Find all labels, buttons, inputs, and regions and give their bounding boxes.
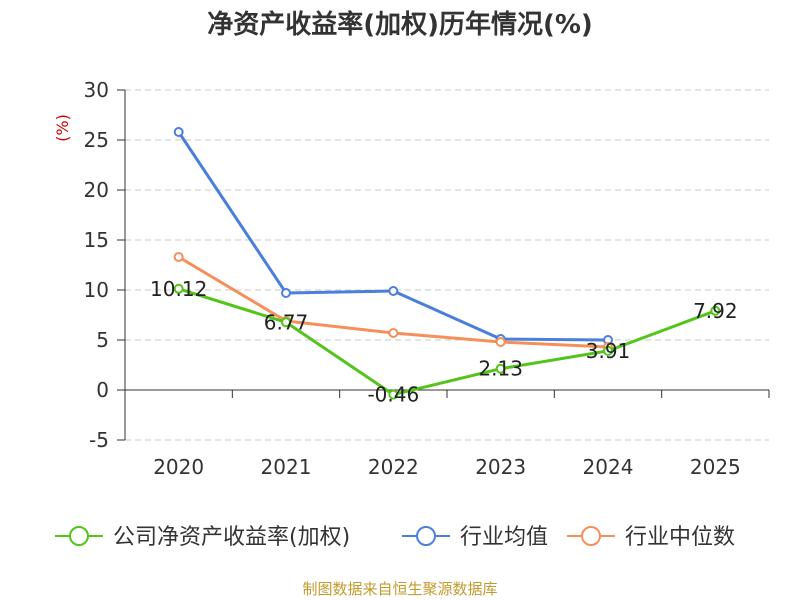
x-tick-label: 2022 xyxy=(368,455,419,479)
chart-title: 净资产收益率(加权)历年情况(%) xyxy=(207,10,593,40)
data-point xyxy=(281,317,291,328)
data-label: 6.77 xyxy=(264,310,309,334)
data-point xyxy=(388,328,399,338)
x-tick-label: 2021 xyxy=(261,455,312,479)
legend-marker xyxy=(69,526,89,546)
legend-marker xyxy=(581,526,601,546)
legend-label: 行业均值 xyxy=(460,525,548,550)
x-tick-label: 2025 xyxy=(690,455,741,479)
data-point xyxy=(173,127,184,137)
data-label: 2.13 xyxy=(478,357,523,381)
data-point xyxy=(603,345,613,356)
data-point xyxy=(281,288,291,298)
legend-label: 公司净资产收益率(加权) xyxy=(113,525,350,550)
data-point xyxy=(173,283,184,294)
y-tick-label: 10 xyxy=(84,278,109,302)
legend-marker xyxy=(416,526,436,546)
data-point xyxy=(495,363,506,374)
x-tick-label: 2020 xyxy=(153,455,204,479)
source-note: 制图数据来自恒生聚源数据库 xyxy=(302,580,498,598)
data-label: 7.92 xyxy=(693,299,738,323)
y-tick-label: 20 xyxy=(84,178,109,202)
data-point xyxy=(388,286,399,296)
y-tick-label: 0 xyxy=(96,378,109,402)
data-label: -0.46 xyxy=(367,383,419,407)
y-tick-label: 25 xyxy=(84,128,109,152)
x-tick-label: 2023 xyxy=(475,455,526,479)
data-point xyxy=(388,389,399,400)
y-tick-label: 15 xyxy=(84,228,109,252)
y-tick-label: -5 xyxy=(89,428,109,452)
data-point xyxy=(710,305,721,316)
legend-label: 行业中位数 xyxy=(625,525,735,550)
data-label: 3.91 xyxy=(586,339,631,363)
x-tick-label: 2024 xyxy=(583,455,634,479)
data-label: 10.12 xyxy=(150,277,207,301)
data-point xyxy=(495,337,506,347)
series-line-0 xyxy=(178,287,716,397)
y-tick-label: 30 xyxy=(84,78,109,102)
data-point xyxy=(173,252,184,262)
y-tick-label: 5 xyxy=(96,328,109,352)
y-axis-label: (%) xyxy=(53,114,72,142)
